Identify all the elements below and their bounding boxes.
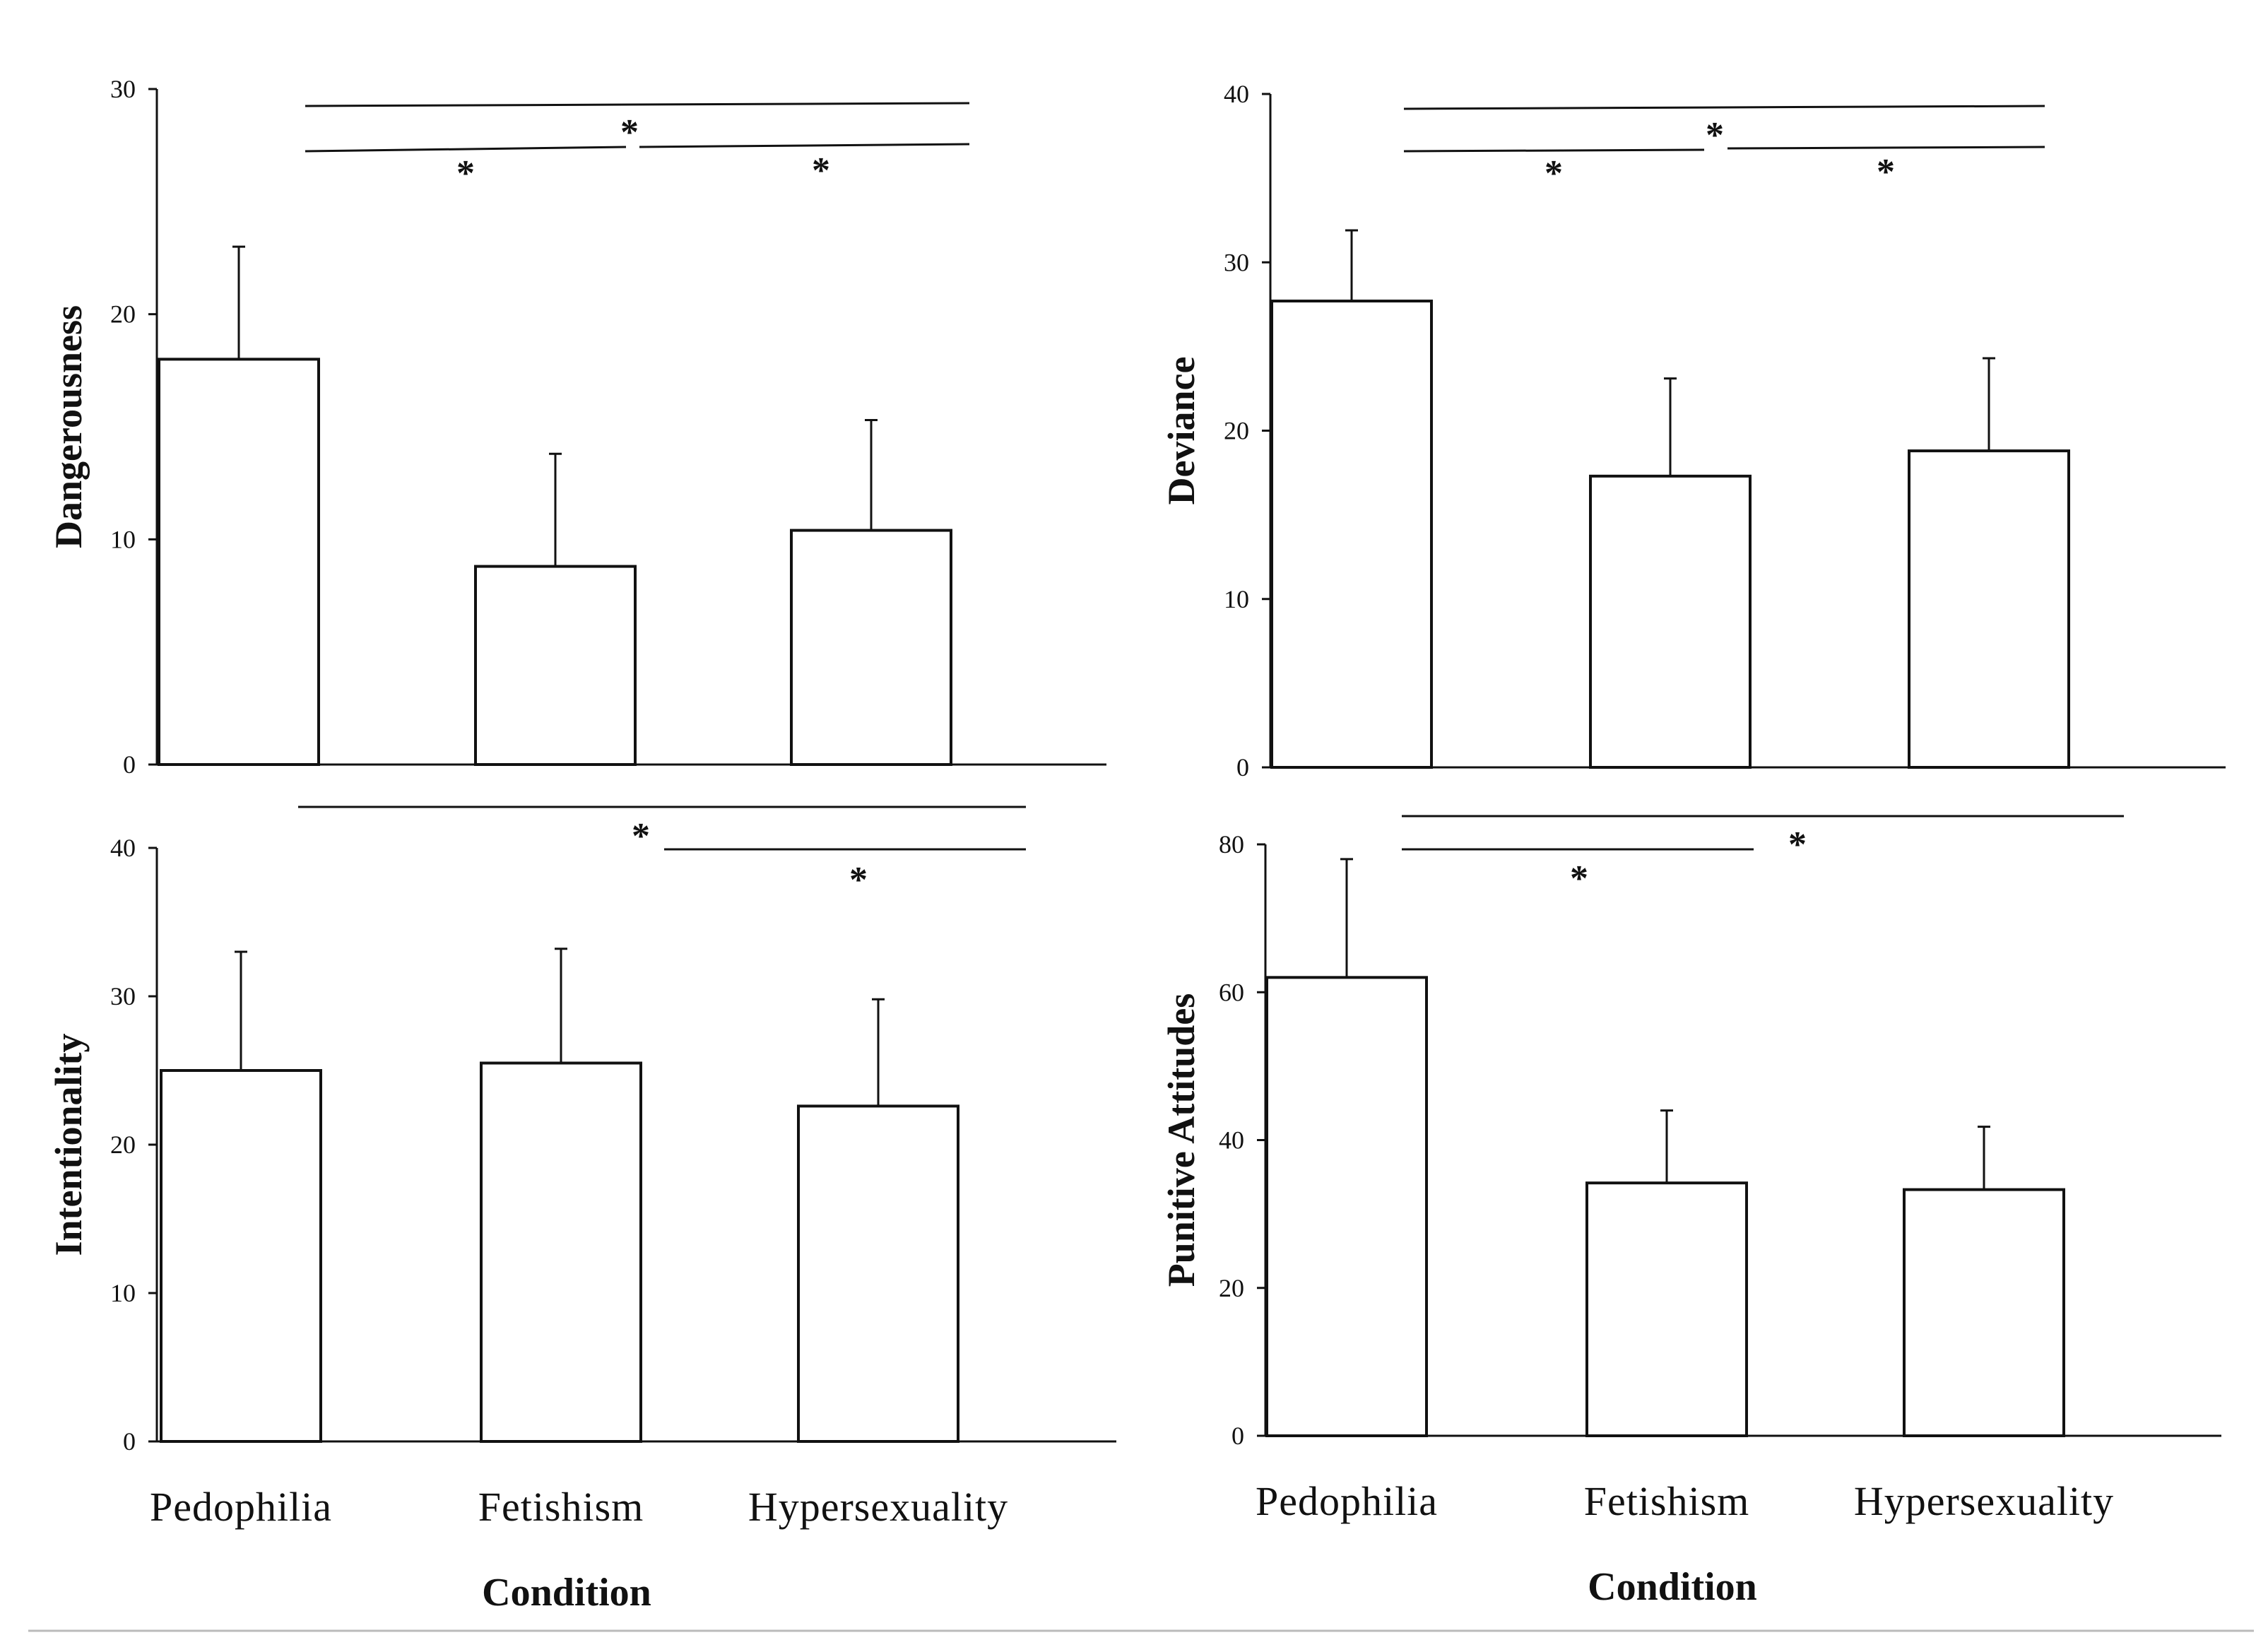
bar-fetishism (1589, 474, 1752, 769)
bar-pedophilia (1270, 300, 1433, 769)
y-tick-label: 30 (1224, 248, 1249, 276)
significance-asterisk: * (1788, 825, 1807, 865)
significance-asterisk: * (1570, 859, 1588, 899)
y-tick-label: 20 (1224, 417, 1249, 445)
y-axis-label: Dangerousness (47, 305, 90, 548)
panel-deviance: 0 10 20 30 40 Deviance * * * (1160, 80, 2226, 781)
y-tick-label: 0 (123, 750, 136, 779)
y-tick-label: 60 (1219, 978, 1244, 1006)
significance-bracket (305, 146, 627, 153)
y-tick-label: 10 (1224, 585, 1249, 613)
significance-bracket (1727, 146, 2045, 150)
x-category-label: Fetishism (1584, 1478, 1750, 1524)
significance-asterisk: * (1877, 152, 1895, 192)
y-axis-label: Intentionality (47, 1033, 90, 1256)
y-tick-label: 20 (110, 300, 136, 329)
panel-dangerousness: 0 10 20 30 Dangerousness * * * (47, 75, 1106, 779)
bar-fetishism (480, 1061, 642, 1443)
x-category-label: Pedophilia (150, 1484, 332, 1530)
significance-asterisk: * (1545, 153, 1563, 194)
bar-fetishism (1585, 1181, 1748, 1437)
y-tick-label: 0 (1236, 753, 1249, 781)
x-axis-label: Condition (482, 1571, 651, 1615)
x-category-label: Fetishism (478, 1484, 644, 1530)
y-tick-label: 40 (1224, 80, 1249, 108)
y-tick-label: 10 (110, 1279, 136, 1307)
bar-hypersexuality (1903, 1188, 2065, 1437)
bar-fetishism (474, 565, 637, 766)
y-tick-label: 80 (1219, 830, 1244, 859)
significance-asterisk: * (1706, 115, 1724, 155)
y-tick-label: 0 (123, 1427, 136, 1456)
significance-asterisk: * (849, 860, 868, 900)
y-tick-label: 20 (110, 1131, 136, 1159)
significance-asterisk: * (632, 816, 650, 856)
bar-pedophilia (1265, 976, 1428, 1437)
significance-asterisk: * (456, 153, 475, 194)
significance-asterisk: * (620, 112, 639, 153)
bar-hypersexuality (790, 529, 952, 766)
significance-bracket (305, 102, 970, 107)
y-tick-label: 40 (1219, 1126, 1244, 1155)
y-axis-label: Punitive Attitudes (1160, 993, 1203, 1287)
y-tick-label: 30 (110, 982, 136, 1010)
significance-bracket (1403, 105, 2045, 110)
y-tick-label: 0 (1232, 1422, 1244, 1450)
y-tick-label: 10 (110, 525, 136, 553)
bar-hypersexuality (797, 1104, 959, 1444)
y-tick-label: 20 (1219, 1274, 1244, 1302)
significance-asterisk: * (812, 151, 830, 191)
significance-bracket (639, 143, 970, 148)
x-category-label: Pedophilia (1256, 1478, 1438, 1524)
x-axis-label: Condition (1588, 1565, 1757, 1609)
bar-pedophilia (158, 358, 320, 766)
significance-bracket (1403, 148, 1705, 153)
y-tick-label: 30 (110, 75, 136, 103)
y-tick-label: 40 (110, 834, 136, 862)
panel-punitive-attitudes: 0 20 40 60 80 Punitive Attitudes * * Pedophilia F… (1160, 815, 2221, 1609)
x-category-label: Hypersexuality (1854, 1478, 2114, 1524)
x-category-label: Hypersexuality (748, 1484, 1008, 1530)
bar-hypersexuality (1908, 449, 2070, 769)
bar-pedophilia (160, 1069, 322, 1443)
y-axis-label: Deviance (1160, 357, 1203, 505)
panel-intentionality: 0 10 20 30 40 Intentionality * * Pedophilia Fetis… (47, 806, 1116, 1615)
